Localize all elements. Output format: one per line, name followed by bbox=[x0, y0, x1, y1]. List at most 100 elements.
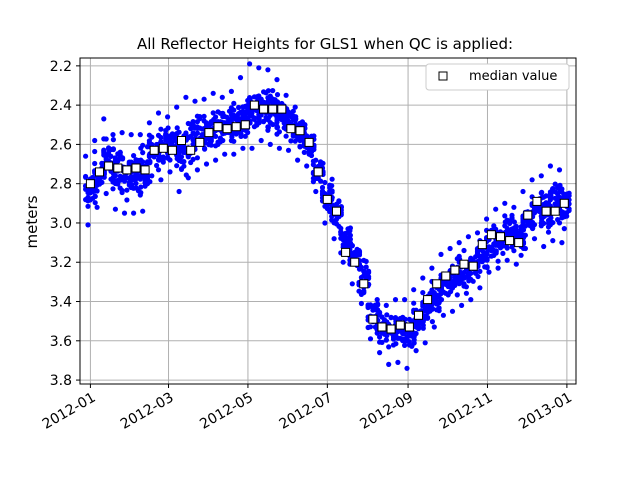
data-point bbox=[484, 265, 490, 271]
data-point bbox=[500, 250, 506, 256]
data-point bbox=[511, 229, 517, 235]
data-point bbox=[124, 197, 130, 203]
data-point bbox=[329, 217, 335, 223]
data-point bbox=[245, 115, 251, 121]
data-point bbox=[251, 124, 257, 130]
data-point bbox=[247, 95, 253, 101]
data-point bbox=[174, 125, 180, 131]
data-point bbox=[135, 188, 141, 194]
data-point bbox=[547, 163, 554, 169]
data-point bbox=[349, 281, 355, 287]
data-point bbox=[185, 154, 191, 160]
data-point bbox=[138, 184, 144, 190]
data-point bbox=[566, 190, 572, 196]
data-point bbox=[456, 240, 462, 246]
data-point bbox=[131, 153, 137, 159]
data-point bbox=[340, 236, 346, 242]
data-point bbox=[318, 178, 324, 184]
median-marker bbox=[167, 145, 177, 155]
data-point bbox=[228, 138, 234, 144]
data-point bbox=[377, 334, 383, 340]
data-point bbox=[224, 119, 230, 126]
median-marker bbox=[213, 122, 223, 132]
data-point bbox=[374, 297, 380, 303]
median-marker bbox=[277, 104, 287, 114]
data-point bbox=[431, 290, 437, 296]
data-point bbox=[484, 250, 490, 256]
median-marker bbox=[140, 165, 150, 175]
data-point bbox=[158, 139, 164, 145]
data-point bbox=[502, 200, 508, 206]
data-point bbox=[144, 159, 151, 165]
data-point bbox=[322, 179, 328, 186]
data-point bbox=[94, 182, 100, 188]
data-point bbox=[384, 312, 390, 318]
data-point bbox=[112, 206, 118, 212]
data-point bbox=[110, 137, 116, 143]
data-point bbox=[388, 315, 394, 321]
data-point bbox=[392, 315, 399, 321]
data-point bbox=[131, 185, 137, 191]
data-point bbox=[149, 134, 155, 140]
data-point bbox=[395, 328, 401, 335]
data-point bbox=[146, 138, 152, 144]
data-point bbox=[372, 305, 378, 311]
data-point bbox=[247, 61, 253, 67]
data-point bbox=[210, 90, 216, 96]
data-point bbox=[340, 231, 346, 237]
data-point bbox=[484, 256, 490, 262]
x-tick-label: 2012-03 bbox=[118, 390, 177, 433]
data-point bbox=[142, 183, 148, 189]
data-point bbox=[463, 284, 469, 290]
data-point bbox=[511, 219, 517, 225]
data-point bbox=[507, 220, 513, 227]
data-point bbox=[468, 256, 474, 262]
data-point bbox=[121, 210, 128, 216]
data-point bbox=[276, 129, 282, 135]
data-point bbox=[484, 216, 490, 222]
data-point bbox=[559, 240, 565, 246]
data-point bbox=[213, 157, 219, 163]
legend-median-marker bbox=[438, 71, 448, 81]
data-point bbox=[288, 112, 294, 119]
data-point bbox=[228, 117, 234, 123]
data-point bbox=[165, 114, 171, 120]
data-point bbox=[383, 337, 389, 343]
data-point bbox=[290, 133, 296, 139]
data-point bbox=[547, 197, 554, 203]
median-marker bbox=[186, 145, 196, 155]
data-point bbox=[493, 248, 499, 254]
median-marker bbox=[195, 137, 205, 147]
data-point bbox=[258, 112, 264, 118]
median-marker bbox=[204, 128, 214, 138]
data-point bbox=[140, 142, 146, 148]
median-marker bbox=[559, 198, 569, 208]
data-point bbox=[413, 330, 419, 337]
median-marker bbox=[432, 279, 442, 289]
data-point bbox=[83, 153, 89, 159]
data-point bbox=[112, 157, 118, 163]
data-point bbox=[561, 226, 567, 232]
data-point bbox=[522, 223, 529, 229]
data-point bbox=[219, 94, 225, 100]
data-point bbox=[237, 75, 244, 81]
data-point bbox=[172, 136, 178, 142]
y-tick-label: 3.0 bbox=[50, 216, 72, 232]
data-point bbox=[99, 179, 105, 185]
legend: median value bbox=[425, 63, 570, 91]
data-point bbox=[479, 259, 485, 265]
data-point bbox=[190, 130, 196, 136]
data-point bbox=[190, 119, 196, 125]
data-point bbox=[140, 150, 146, 156]
grid bbox=[80, 58, 576, 384]
median-marker bbox=[550, 206, 560, 216]
data-point bbox=[267, 112, 273, 118]
data-point bbox=[124, 187, 130, 193]
data-point bbox=[188, 159, 194, 166]
data-point bbox=[434, 299, 440, 305]
data-point bbox=[313, 188, 319, 195]
data-point bbox=[267, 141, 273, 147]
data-point bbox=[347, 232, 353, 238]
data-point bbox=[295, 157, 301, 163]
y-tick-label: 2.4 bbox=[50, 98, 72, 114]
